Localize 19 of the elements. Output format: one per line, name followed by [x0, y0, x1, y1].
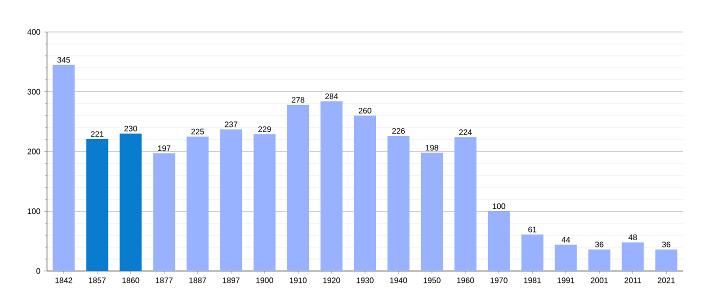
bar [521, 234, 544, 271]
bar [220, 129, 242, 271]
bar [320, 101, 343, 271]
bar [52, 64, 75, 271]
bar [120, 134, 142, 271]
bar [153, 153, 176, 271]
bar [588, 249, 610, 271]
bar [622, 242, 644, 271]
bar [387, 136, 410, 271]
bar [287, 104, 310, 271]
bar [420, 152, 443, 271]
bar [86, 138, 108, 271]
bar [488, 211, 510, 271]
bar [454, 137, 476, 271]
bar [354, 116, 376, 271]
bar [554, 244, 577, 271]
bar [655, 249, 678, 271]
bar [254, 134, 276, 271]
bar [186, 136, 209, 271]
